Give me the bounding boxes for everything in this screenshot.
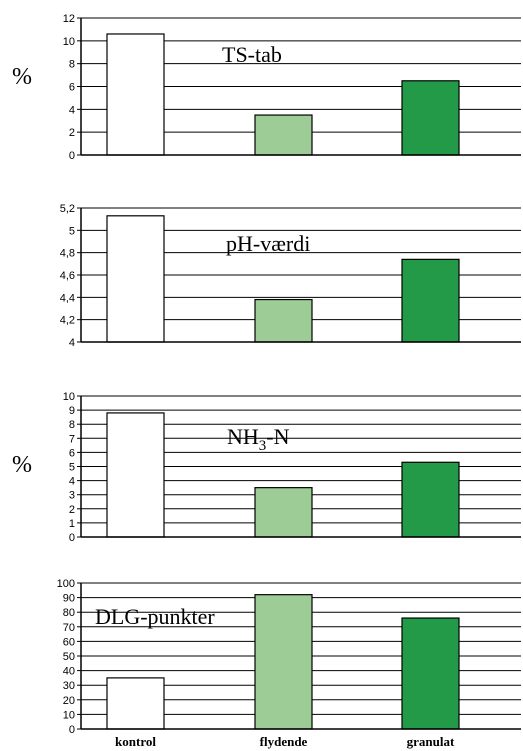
y-tick-label: 40 xyxy=(63,666,75,678)
category-label-flydende: flydende xyxy=(260,734,308,749)
bar-granulat xyxy=(401,80,460,156)
category-label-granulat: granulat xyxy=(407,734,455,749)
y-tick-label: 50 xyxy=(63,651,75,663)
chart-title: NH3-N xyxy=(227,424,290,454)
bar-flydende xyxy=(254,298,313,343)
y-tick-label: 12 xyxy=(63,13,75,25)
bar-kontrol xyxy=(106,215,165,343)
y-tick-label: 9 xyxy=(69,405,75,417)
y-tick-label: 10 xyxy=(63,709,75,721)
y-tick-label: 8 xyxy=(69,59,75,71)
chart-panel-4: 0 10 20 30 40 50 60 70 80 90 100 DLG-punkter xyxy=(57,578,521,736)
y-tick-label: 70 xyxy=(63,622,75,634)
y-tick-label: 5 xyxy=(69,225,75,237)
y-tick-label: 8 xyxy=(69,419,75,431)
chart-panel-2: 4 4,2 4,4 4,6 4,8 5 5,2 pH-værdi xyxy=(60,203,521,349)
y-tick-label: 0 xyxy=(69,532,75,544)
y-tick-label: 2 xyxy=(69,127,75,139)
y-tick-label: 6 xyxy=(69,447,75,459)
category-label-kontrol: kontrol xyxy=(115,734,156,749)
bar-granulat xyxy=(401,617,460,730)
y-unit-label: % xyxy=(12,452,32,478)
y-tick-label: 4,6 xyxy=(60,270,75,282)
chart-panel-1: 0 2 4 6 8 10 12 TS-tab% xyxy=(12,13,521,162)
y-tick-label: 30 xyxy=(63,680,75,692)
y-tick-label: 20 xyxy=(63,695,75,707)
y-tick-label: 0 xyxy=(69,724,75,736)
y-unit-label: % xyxy=(12,64,32,90)
bar-kontrol xyxy=(106,677,165,730)
bar-kontrol xyxy=(106,412,165,538)
y-tick-label: 100 xyxy=(57,578,75,590)
bar-flydende xyxy=(254,487,313,538)
y-tick-label: 80 xyxy=(63,607,75,619)
y-tick-label: 0 xyxy=(69,150,75,162)
y-tick-label: 60 xyxy=(63,636,75,648)
bar-flydende xyxy=(254,594,313,730)
bar-granulat xyxy=(401,461,460,538)
y-tick-label: 4,4 xyxy=(60,292,75,304)
y-tick-label: 4 xyxy=(69,104,75,116)
y-tick-label: 4,2 xyxy=(60,315,75,327)
chart-panel-3: 0 1 2 3 4 5 6 7 8 9 10 NH3-N% xyxy=(12,391,521,544)
y-tick-label: 90 xyxy=(63,593,75,605)
y-tick-label: 2 xyxy=(69,504,75,516)
y-tick-label: 10 xyxy=(63,36,75,48)
y-tick-label: 5,2 xyxy=(60,203,75,215)
chart-title: DLG-punkter xyxy=(95,604,215,629)
bar-granulat xyxy=(401,258,460,343)
chart-title: pH-værdi xyxy=(226,231,310,256)
bar-kontrol xyxy=(106,33,165,156)
chart-title: TS-tab xyxy=(222,42,282,67)
y-tick-label: 4,8 xyxy=(60,248,75,260)
y-tick-label: 3 xyxy=(69,490,75,502)
y-tick-label: 5 xyxy=(69,462,75,474)
y-tick-label: 7 xyxy=(69,433,75,445)
bar-flydende xyxy=(254,114,313,156)
y-tick-label: 6 xyxy=(69,82,75,94)
y-tick-label: 4 xyxy=(69,476,75,488)
y-tick-label: 1 xyxy=(69,518,75,530)
y-tick-label: 10 xyxy=(63,391,75,403)
y-tick-label: 4 xyxy=(69,337,75,349)
